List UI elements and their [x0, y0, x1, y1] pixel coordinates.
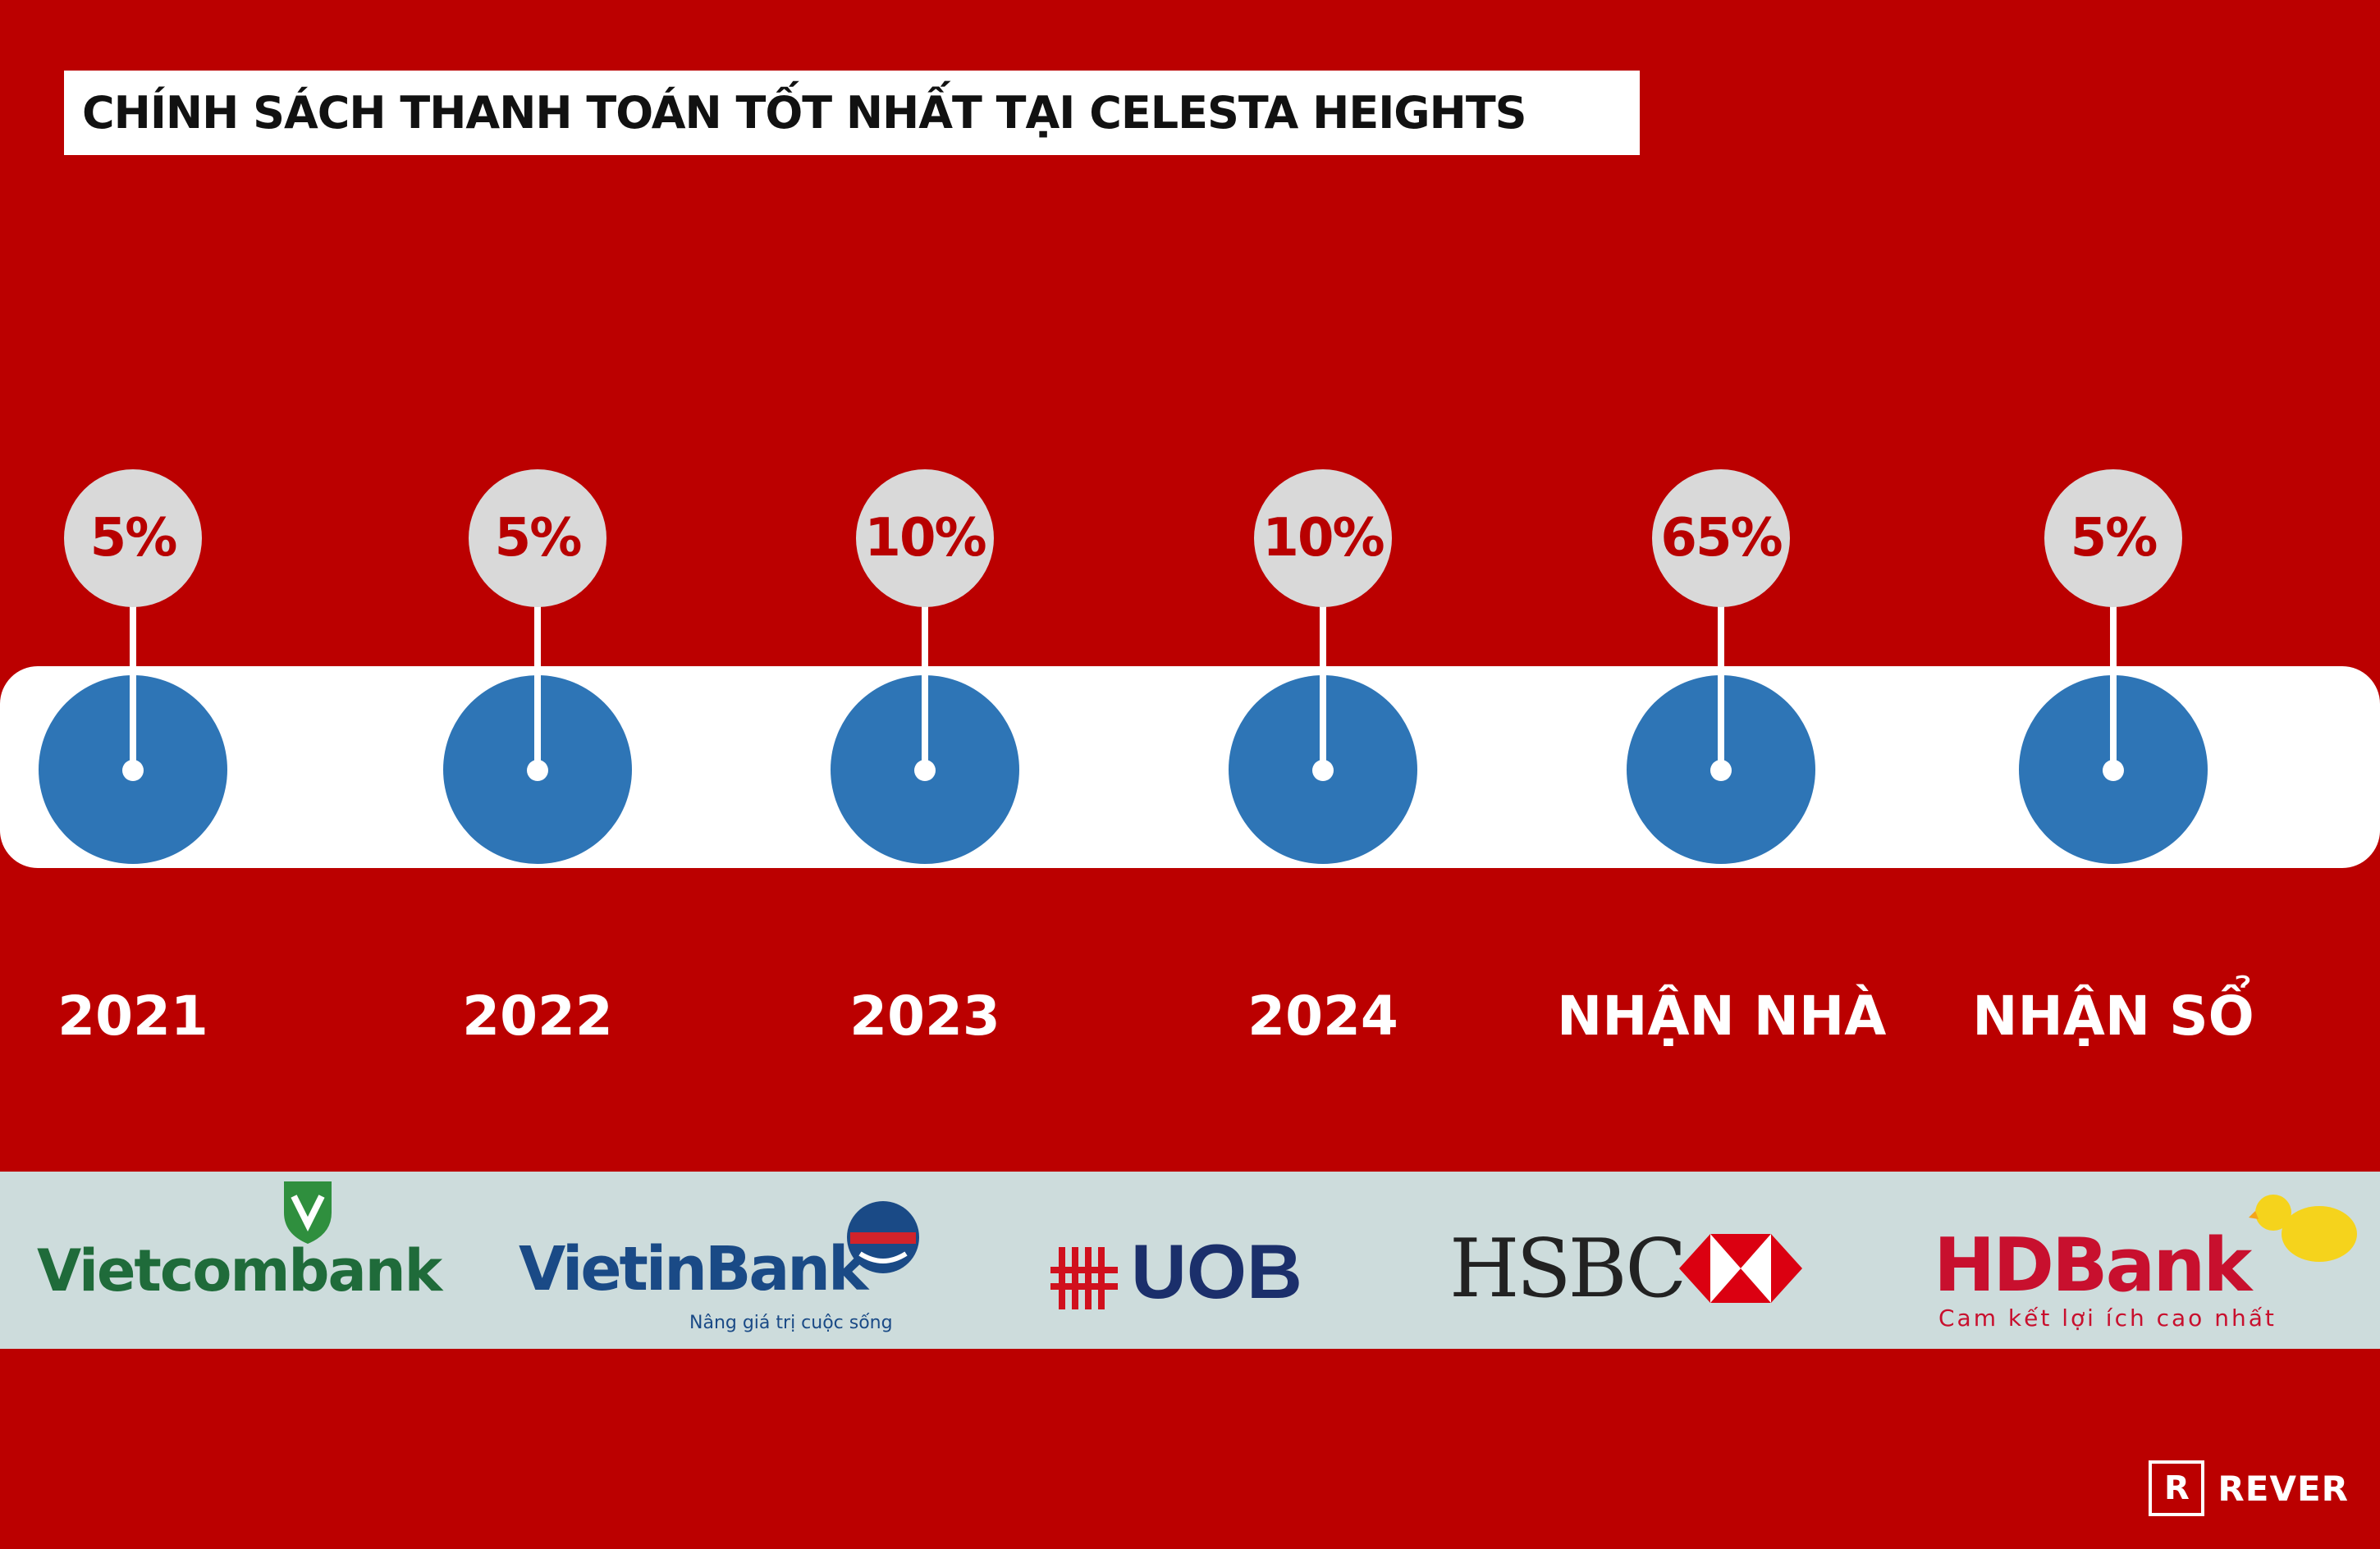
timeline-stem — [1320, 675, 1326, 767]
title-box: CHÍNH SÁCH THANH TOÁN TỐT NHẤT TẠI CELES… — [64, 71, 1640, 155]
timeline-stem — [922, 675, 928, 767]
percent-bubble: 65% — [1652, 469, 1790, 607]
timeline-band — [0, 666, 2380, 868]
milestone-label: NHẬN NHÀ — [1557, 985, 1887, 1048]
percent-value: 5% — [89, 508, 178, 569]
percent-value: 5% — [494, 508, 583, 569]
page-title: CHÍNH SÁCH THANH TOÁN TỐT NHẤT TẠI CELES… — [82, 87, 1527, 139]
milestone-label: NHẬN SỔ — [1972, 985, 2254, 1048]
uob-emblem-icon — [1050, 1244, 1121, 1313]
hsbc-hexagon-icon — [1679, 1234, 1802, 1303]
percent-bubble: 10% — [1254, 469, 1392, 607]
percent-bubble: 5% — [2044, 469, 2182, 607]
uob-logo: UOB — [1131, 1228, 1302, 1314]
milestone-2022: 5% 2022 — [439, 0, 636, 1067]
timeline-stem — [2110, 675, 2117, 767]
percent-value: 65% — [1660, 508, 1783, 569]
rever-brand: R REVER — [2149, 1460, 2349, 1516]
percent-bubble: 5% — [64, 469, 202, 607]
hdbank-logo: HDBank — [1934, 1222, 2252, 1309]
percent-bubble: 10% — [856, 469, 994, 607]
timeline-dot — [527, 760, 548, 781]
milestone-nhan-nha: 65% NHẬN NHÀ — [1557, 0, 1886, 1067]
vietinbank-logo: VietinBank — [519, 1234, 868, 1305]
milestone-label: 2024 — [1247, 985, 1398, 1048]
milestone-label: 2021 — [57, 985, 208, 1048]
percent-value: 10% — [1262, 508, 1385, 569]
timeline-dot — [2103, 760, 2124, 781]
timeline-stem — [534, 675, 541, 767]
partner-banks-strip: Vietcombank VietinBank Nâng giá trị cuộc… — [0, 1172, 2380, 1349]
vietinbank-globe-icon — [847, 1201, 919, 1273]
percent-value: 10% — [864, 508, 986, 569]
vietcombank-logo: Vietcombank — [37, 1237, 442, 1305]
hsbc-logo: HSBC — [1449, 1222, 1687, 1316]
timeline-dot — [1710, 760, 1732, 781]
milestone-2024: 10% 2024 — [1224, 0, 1421, 1067]
percent-value: 5% — [2070, 508, 2158, 569]
vietcombank-shield-icon — [284, 1181, 332, 1244]
hdbank-duck-icon — [2249, 1195, 2357, 1262]
rever-logo-text: REVER — [2218, 1468, 2349, 1509]
timeline-stem — [1718, 675, 1724, 767]
timeline-dot — [122, 760, 144, 781]
hdbank-tagline: Cam kết lợi ích cao nhất — [1938, 1305, 2277, 1332]
percent-bubble: 5% — [469, 469, 606, 607]
rever-logo-mark: R — [2149, 1460, 2205, 1516]
timeline-stem — [130, 675, 136, 767]
milestone-2021: 5% 2021 — [34, 0, 231, 1067]
milestone-label: 2022 — [462, 985, 613, 1048]
milestone-label: 2023 — [849, 985, 1000, 1048]
milestone-2023: 10% 2023 — [826, 0, 1023, 1067]
timeline-dot — [914, 760, 936, 781]
milestone-nhan-so: 5% NHẬN SỔ — [1972, 0, 2254, 1067]
vietinbank-tagline: Nâng giá trị cuộc sống — [689, 1313, 893, 1333]
timeline-dot — [1312, 760, 1334, 781]
